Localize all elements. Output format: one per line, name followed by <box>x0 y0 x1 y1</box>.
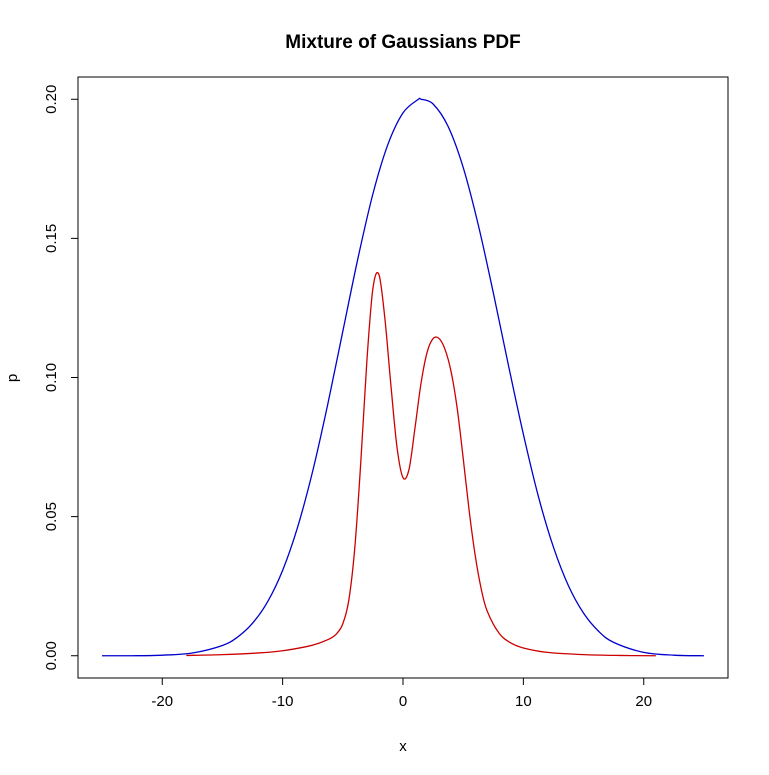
y-axis-label: p <box>4 374 21 382</box>
plot-box <box>77 76 729 679</box>
series-2-line <box>186 271 656 657</box>
x-axis-label: x <box>399 738 407 755</box>
chart-title: Mixture of Gaussians PDF <box>285 32 520 53</box>
x-tick-label: 20 <box>635 693 652 710</box>
y-tick-label: 0.15 <box>43 224 60 253</box>
x-tick-label: 10 <box>515 693 532 710</box>
y-tick-label: 0.20 <box>43 85 60 114</box>
x-tick-label: -10 <box>272 693 294 710</box>
x-tick-label: -20 <box>151 693 173 710</box>
y-tick-label: 0.05 <box>43 502 60 531</box>
y-tick-label: 0.10 <box>43 363 60 392</box>
x-tick-label: 0 <box>399 693 407 710</box>
series-group <box>102 97 704 657</box>
y-axis: 0.00 0.05 0.10 0.15 0.20 <box>43 85 79 670</box>
x-axis: -20 -10 0 10 20 <box>151 677 652 710</box>
series-1-line <box>102 97 704 657</box>
y-tick-label: 0.00 <box>43 641 60 670</box>
